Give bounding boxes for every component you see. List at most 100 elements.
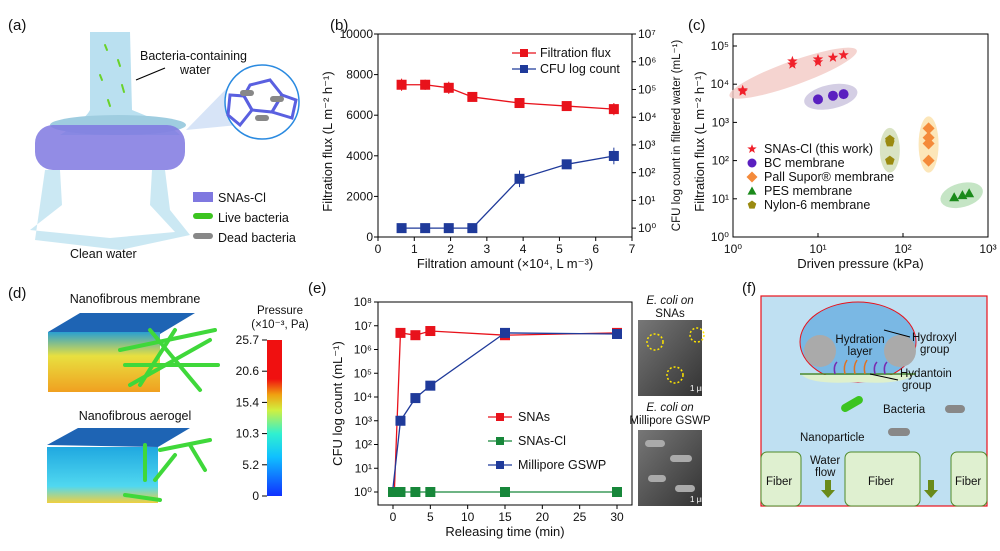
circle-marker (827, 90, 838, 101)
y2-tick-label: 10¹ (638, 193, 655, 207)
y-tick-label: 10⁰ (711, 230, 729, 244)
legend-a: SNAs-Cl Live bacteria Dead bacteria (193, 191, 296, 245)
y-tick-label: 10³ (355, 414, 372, 428)
square-marker (608, 150, 619, 161)
hydroxyl-chains (843, 359, 868, 375)
square-marker (520, 65, 528, 73)
panel-e-sem-images: E. coli on SNAs 1 μm E. coli on Millipor… (629, 295, 711, 506)
y2-tick-label: 10⁶ (638, 55, 656, 69)
panel-c-chart: (c) 10⁰ 10¹ 10² 10³ 10⁰ 10¹ 10² 10³ 10⁴ 10⁵ Driven … (688, 17, 997, 271)
panel-f: (f) Hydration layer Hydroxyl group Hydan… (742, 280, 988, 507)
legend-label: CFU log count (540, 62, 620, 76)
y-tick-label: 2000 (346, 189, 373, 203)
diamond-marker (746, 171, 758, 183)
hydration-layer-label: Hydration (835, 334, 884, 346)
square-marker (396, 79, 407, 90)
y-tick-label: 10⁵ (354, 366, 372, 380)
membrane-fibers (118, 328, 220, 392)
x-tick-label: 15 (498, 510, 512, 524)
square-marker (410, 330, 421, 341)
y-tick-label: 10² (355, 438, 372, 452)
sem-image-snas (638, 320, 702, 396)
star-marker (827, 52, 839, 62)
legend-label: Dead bacteria (218, 231, 296, 245)
square-marker (608, 104, 619, 115)
colorbar-tick-label: 25.7 (236, 333, 260, 347)
snas-cl-aerogel (35, 125, 185, 170)
series-line (401, 155, 614, 229)
hydantoin-chains (833, 361, 888, 375)
legend-label: SNAs (518, 410, 550, 424)
square-marker (410, 393, 421, 404)
star-marker (812, 56, 824, 67)
legend-label: PES membrane (764, 184, 852, 198)
colorbar-tick-label: 5.2 (242, 458, 259, 472)
snas-cl-swatch (193, 192, 213, 202)
x-tick-label: 1 (411, 242, 418, 256)
x-tick-label: 4 (520, 242, 527, 256)
x-tick-label: 0 (390, 510, 397, 524)
live-bacteria-in-stream (99, 44, 125, 107)
pentagon-marker (747, 200, 757, 209)
y-tick-label: 10⁴ (353, 390, 372, 404)
water-flow-arrows (821, 480, 938, 498)
square-marker (514, 98, 525, 109)
nanoparticle-label: Nanoparticle (800, 432, 865, 444)
series-line (401, 84, 614, 110)
panel-a: (a) Bacteria-containing water SNAs-Cl Li… (8, 17, 300, 261)
y-axis-label: Filtration flux (L m⁻² h⁻¹) (692, 71, 707, 211)
legend-label: SNAs-Cl (this work) (764, 142, 873, 156)
square-marker (612, 487, 622, 497)
x-tick-label: 6 (592, 242, 599, 256)
x-axis-label: Filtration amount (×10⁴, L m⁻³) (417, 256, 593, 271)
square-marker (496, 413, 504, 421)
y-tick-label: 4000 (346, 149, 373, 163)
x-tick-label: 0 (375, 242, 382, 256)
square-marker (500, 327, 510, 338)
y-axis-label: CFU log count (mL⁻¹) (330, 341, 345, 466)
pentagon-marker (885, 155, 895, 165)
live-bacterium (841, 396, 863, 412)
panel-b-chart: (b) 0 1 2 3 4 5 6 7 0 2000 4000 6000 8000 10000 10⁰ 10¹ 1… (320, 17, 683, 271)
pointer-arrow (883, 329, 911, 338)
x-tick-label: 2 (447, 242, 454, 256)
bacteria-label: Bacteria (883, 404, 926, 416)
square-marker (420, 223, 431, 234)
dead-bacteria-in-zoom (240, 90, 284, 121)
square-marker (395, 487, 406, 497)
group-halo (729, 47, 857, 99)
star-marker (737, 85, 748, 96)
fiber-label: Fiber (766, 476, 792, 488)
square-marker (420, 79, 431, 90)
bacteria-rods (645, 440, 695, 492)
x-tick-label: 5 (556, 242, 563, 256)
legend-label: Millipore GSWP (518, 458, 606, 472)
star-marker (787, 58, 798, 69)
hydantoin-label: Hydantoin (900, 368, 952, 380)
square-marker (496, 437, 504, 445)
square-marker (443, 82, 454, 93)
y-tick-label: 0 (366, 230, 373, 244)
scale-bar-label: 1 μm (690, 495, 708, 504)
triangle-marker (964, 188, 975, 198)
y-tick-label: 10⁶ (354, 343, 372, 357)
dead-bacterium (888, 428, 910, 436)
circle-marker (838, 89, 849, 100)
y-tick-label: 10³ (712, 115, 729, 129)
y2-tick-label: 10⁵ (638, 82, 656, 96)
star-marker (747, 144, 757, 153)
panel-e-chart: (e) 0 5 10 15 20 25 30 10⁰ 10¹ 10² 10³ 10⁴ 10⁵ 10⁶ 10⁷ 1… (308, 280, 633, 539)
square-marker (443, 223, 454, 234)
square-marker (425, 380, 436, 391)
membrane-title: Nanofibrous membrane (70, 292, 201, 306)
star-marker (838, 49, 849, 60)
diamond-marker (922, 122, 935, 135)
y2-tick-label: 10³ (638, 138, 655, 152)
plot-frame (732, 33, 989, 238)
x-tick-label: 10² (894, 242, 911, 256)
aerogel-fibers (123, 438, 212, 502)
fiber-label: Fiber (955, 476, 981, 488)
legend-label: Nylon-6 membrane (764, 198, 870, 212)
colorbar-tick-label: 15.4 (236, 395, 260, 409)
